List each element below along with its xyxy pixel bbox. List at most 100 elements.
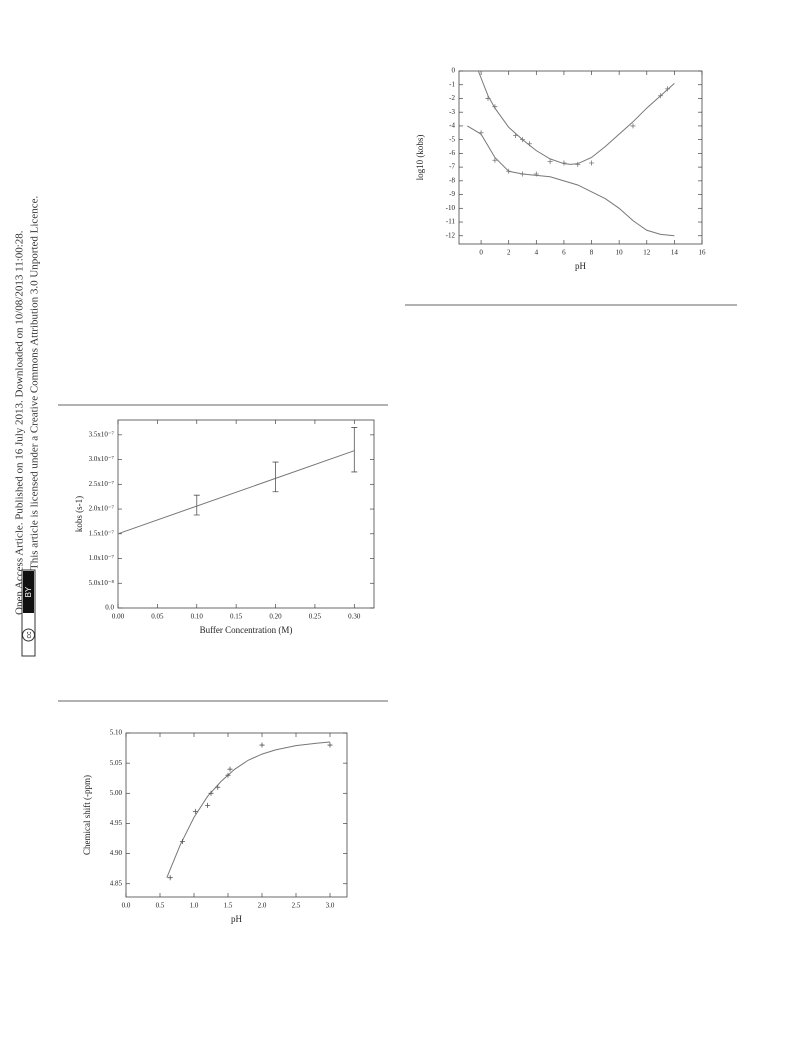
- point: [630, 123, 636, 129]
- x-tick-label: 0: [479, 249, 483, 257]
- point: [658, 93, 664, 99]
- point: [506, 168, 512, 174]
- y-tick-label: 0.0: [105, 604, 114, 612]
- y-tick-label: -1: [449, 80, 455, 88]
- y-tick-label: -5: [449, 135, 455, 143]
- x-tick-label: 8: [590, 249, 594, 257]
- y-tick-label: 5.05: [110, 759, 123, 767]
- x-tick-label: 1.0: [190, 902, 199, 910]
- x-tick-label: 0.25: [309, 613, 322, 621]
- x-tick-label: 2: [507, 249, 511, 257]
- point: [492, 157, 498, 163]
- point: [533, 171, 539, 177]
- x-tick-label: 0.0: [122, 902, 131, 910]
- badge-circle: [22, 628, 35, 642]
- badge-text: cc: [26, 631, 33, 639]
- point: [561, 160, 567, 166]
- curve: [467, 125, 675, 237]
- y-tick-label: 4.85: [110, 879, 123, 887]
- point: [575, 161, 581, 167]
- y-tick-label: -3: [449, 108, 455, 116]
- y-tick-label: -8: [449, 176, 455, 184]
- point: [259, 742, 265, 748]
- y-tick-label: 4.95: [110, 819, 123, 827]
- x-tick-label: 2.5: [292, 902, 301, 910]
- error-bar: [351, 427, 358, 473]
- badge-dark: [23, 571, 34, 613]
- y-tick-label: -10: [446, 204, 456, 212]
- x-tick-label: 0.10: [191, 613, 204, 621]
- x-tick-label: 2.0: [258, 902, 267, 910]
- point: [215, 784, 221, 790]
- y-tick-label: 1.5x10⁻⁷: [89, 529, 115, 537]
- x-tick-label: 0.20: [269, 613, 282, 621]
- x-axis-label: pH: [575, 261, 587, 271]
- curve: [166, 741, 331, 878]
- curve: [117, 450, 355, 535]
- sidebar-line: This article is licensed under a Creativ…: [29, 196, 41, 570]
- x-tick-label: 6: [562, 249, 566, 257]
- plot-frame: [125, 732, 348, 898]
- x-tick-label: 16: [699, 249, 707, 257]
- y-tick-label: 2.0x10⁻⁷: [89, 505, 115, 513]
- error-bar: [193, 494, 200, 516]
- x-tick-label: 12: [643, 249, 651, 257]
- y-tick-label: 5.0x10⁻⁸: [89, 579, 115, 587]
- y-tick-label: -4: [449, 122, 455, 130]
- point: [225, 772, 231, 778]
- x-tick-label: 0.30: [348, 613, 361, 621]
- point: [520, 137, 526, 143]
- x-axis-label: Buffer Concentration (M): [200, 625, 293, 635]
- y-axis-label: log10 (kobs): [415, 135, 425, 181]
- y-tick-label: 1.0x10⁻⁷: [89, 554, 115, 562]
- y-tick-label: -6: [449, 149, 455, 157]
- y-tick-label: -11: [446, 218, 456, 226]
- x-tick-label: 0.05: [151, 613, 164, 621]
- point: [526, 141, 532, 147]
- y-axis-label: kobs (s-1): [74, 496, 84, 532]
- y-tick-label: 3.0x10⁻⁷: [89, 455, 115, 463]
- y-tick-label: 0: [452, 67, 456, 75]
- y-axis-label: Chemical shift (-ppm): [82, 775, 92, 855]
- y-tick-label: -9: [449, 190, 455, 198]
- point: [192, 808, 198, 814]
- point: [547, 159, 553, 165]
- error-bar: [272, 461, 279, 493]
- y-tick-label: 2.5x10⁻⁷: [89, 480, 115, 488]
- x-tick-label: 4: [535, 249, 539, 257]
- plot-frame: [117, 419, 375, 609]
- y-tick-label: 4.90: [110, 849, 123, 857]
- x-tick-label: 0.15: [230, 613, 243, 621]
- point: [520, 171, 526, 177]
- badge-text: BY: [24, 586, 33, 597]
- point: [167, 875, 173, 881]
- y-tick-label: -2: [449, 94, 455, 102]
- y-tick-label: -12: [446, 231, 456, 239]
- y-tick-label: 3.5x10⁻⁷: [89, 430, 115, 438]
- sidebar-line: Open Access Article. Published on 16 Jul…: [14, 230, 26, 615]
- x-tick-label: 3.0: [326, 902, 335, 910]
- licence-badge: BY cc: [21, 569, 36, 657]
- point: [492, 104, 498, 110]
- x-axis-label: pH: [231, 914, 243, 924]
- point: [513, 133, 519, 139]
- point: [589, 160, 595, 166]
- y-tick-label: 5.00: [110, 789, 123, 797]
- point: [664, 86, 670, 92]
- x-tick-label: 0.5: [156, 902, 165, 910]
- y-tick-label: 5.10: [110, 729, 123, 737]
- point: [227, 766, 233, 772]
- point: [208, 790, 214, 796]
- y-tick-label: -7: [449, 163, 455, 171]
- point: [485, 95, 491, 101]
- x-tick-label: 14: [671, 249, 679, 257]
- x-tick-label: 0.00: [112, 613, 125, 621]
- point: [205, 802, 211, 808]
- x-tick-label: 1.5: [224, 902, 233, 910]
- point: [179, 839, 185, 845]
- point: [327, 742, 333, 748]
- x-tick-label: 10: [616, 249, 624, 257]
- curve: [477, 70, 675, 165]
- plot-frame: [458, 70, 703, 245]
